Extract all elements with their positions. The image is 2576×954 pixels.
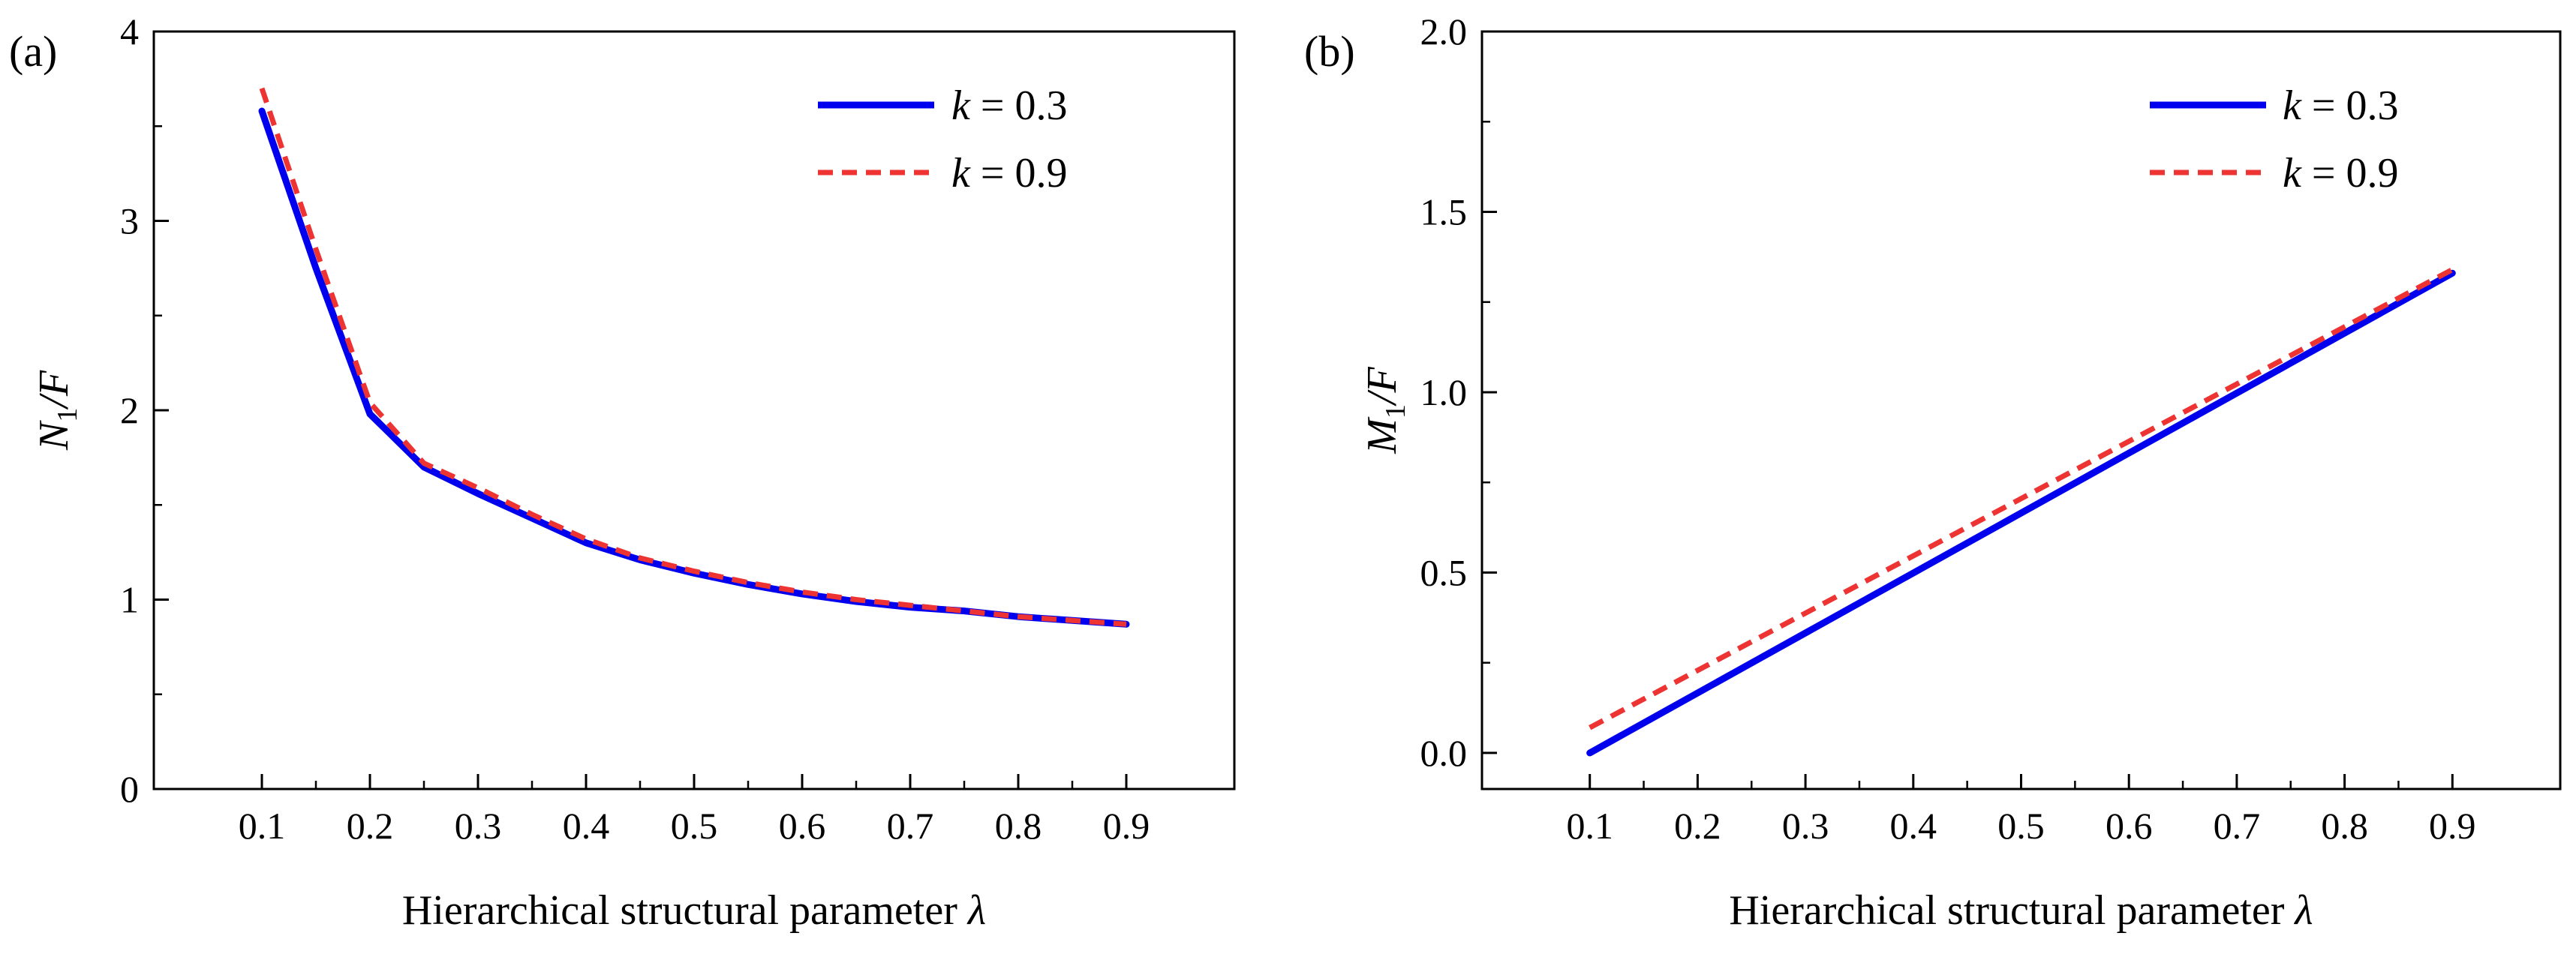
panel-b-y-tick-label: 0.5 <box>1420 551 1468 593</box>
panel-a-y-axis-subscript: 1 <box>52 408 83 422</box>
panel-b-series-line-2 <box>1589 267 2454 730</box>
panel-a-x-axis-title-text: Hierarchical structural parameter <box>402 887 968 934</box>
panel-a-x-tick-label: 0.7 <box>887 805 934 847</box>
panel-b-x-axis-symbol: λ <box>2293 887 2313 934</box>
panel-a-legend-label-2: k = 0.9 <box>951 150 1067 196</box>
panel-b-x-tick-label: 0.8 <box>2321 805 2368 847</box>
panel-a-x-tick-label: 0.5 <box>671 805 718 847</box>
panel-a-legend-var: k <box>951 82 971 129</box>
panel-b-x-axis-title-text: Hierarchical structural parameter <box>1729 887 2295 934</box>
panel-b-legend-label-1: k = 0.3 <box>2283 82 2398 129</box>
panel-a-legend-label-1: k = 0.3 <box>951 82 1067 129</box>
panel-b-y-tick-label: 2.0 <box>1420 10 1468 52</box>
panel-b-x-tick-label: 0.1 <box>1566 805 1613 847</box>
panel-a-legend-value: = 0.3 <box>970 82 1068 129</box>
panel-a-y-axis-var: N <box>31 420 77 451</box>
panel-a-x-tick-label: 0.2 <box>347 805 394 847</box>
panel-b-legend-value: = 0.3 <box>2301 82 2399 129</box>
panel-a-y-tick-label: 0 <box>120 768 139 810</box>
panel-a-legend-var: k <box>951 150 971 196</box>
panel-b-x-tick-label: 0.7 <box>2214 805 2261 847</box>
panel-a-y-axis-rest: /F <box>31 370 77 410</box>
panel-b-y-axis-subscript: 1 <box>1380 404 1411 418</box>
panel-b-y-tick-label: 0.0 <box>1420 732 1468 774</box>
panel-a-x-tick-label: 0.8 <box>995 805 1042 847</box>
panel-b-y-tick-label: 1.5 <box>1420 190 1468 232</box>
panel-a-plot-frame <box>152 30 1236 790</box>
panel-a-x-axis-symbol: λ <box>966 887 986 934</box>
panel-b-plot-frame <box>1480 30 2562 790</box>
panel-b: 0.1 0.2 0.3 0.4 0.5 0.6 0.7 0.8 0.9 0.0 0.5 1.0 1.5 2… <box>1304 10 2562 934</box>
panel-b-label: (b) <box>1304 27 1355 76</box>
panel-b-legend-value: = 0.9 <box>2301 150 2399 196</box>
panel-a-x-tick-label: 0.6 <box>779 805 826 847</box>
panel-b-x-tick-label: 0.2 <box>1674 805 1721 847</box>
panel-b-legend-var: k <box>2283 150 2302 196</box>
panel-b-x-tick-label: 0.6 <box>2106 805 2153 847</box>
panel-b-y-axis-rest: /F <box>1359 366 1405 406</box>
panel-a-x-tick-label: 0.4 <box>563 805 610 847</box>
panel-a-legend-value: = 0.9 <box>970 150 1068 196</box>
panel-a-x-tick-label: 0.1 <box>239 805 286 847</box>
panel-b-series-line-1 <box>1586 269 2456 757</box>
panel-a-y-tick-label: 4 <box>120 10 139 52</box>
panel-b-y-axis-var: M <box>1359 416 1405 454</box>
panel-b-y-axis-title: M1/F <box>1359 366 1411 454</box>
panel-a-x-axis-title: Hierarchical structural parameter λ <box>402 887 986 934</box>
panel-a-series-line-2 <box>259 87 1127 627</box>
panel-a-y-tick-label: 1 <box>120 579 139 621</box>
panel-b-x-tick-label: 0.4 <box>1890 805 1937 847</box>
panel-a-label: (a) <box>9 27 57 76</box>
panel-a-y-tick-label: 2 <box>120 389 139 431</box>
panel-b-x-tick-label: 0.9 <box>2429 805 2476 847</box>
panel-b-y-tick-label: 1.0 <box>1420 371 1468 413</box>
panel-b-legend-var: k <box>2283 82 2302 129</box>
panel-a-y-tick-label: 3 <box>120 200 139 242</box>
panel-b-x-tick-label: 0.3 <box>1782 805 1829 847</box>
panel-b-x-tick-label: 0.5 <box>1997 805 2045 847</box>
panel-b-x-axis-title: Hierarchical structural parameter λ <box>1729 887 2313 934</box>
panel-a-x-tick-label: 0.9 <box>1103 805 1150 847</box>
panel-a-y-axis-title: N1/F <box>31 370 83 451</box>
panel-b-legend-label-2: k = 0.9 <box>2283 150 2398 196</box>
panel-a-x-tick-label: 0.3 <box>455 805 502 847</box>
